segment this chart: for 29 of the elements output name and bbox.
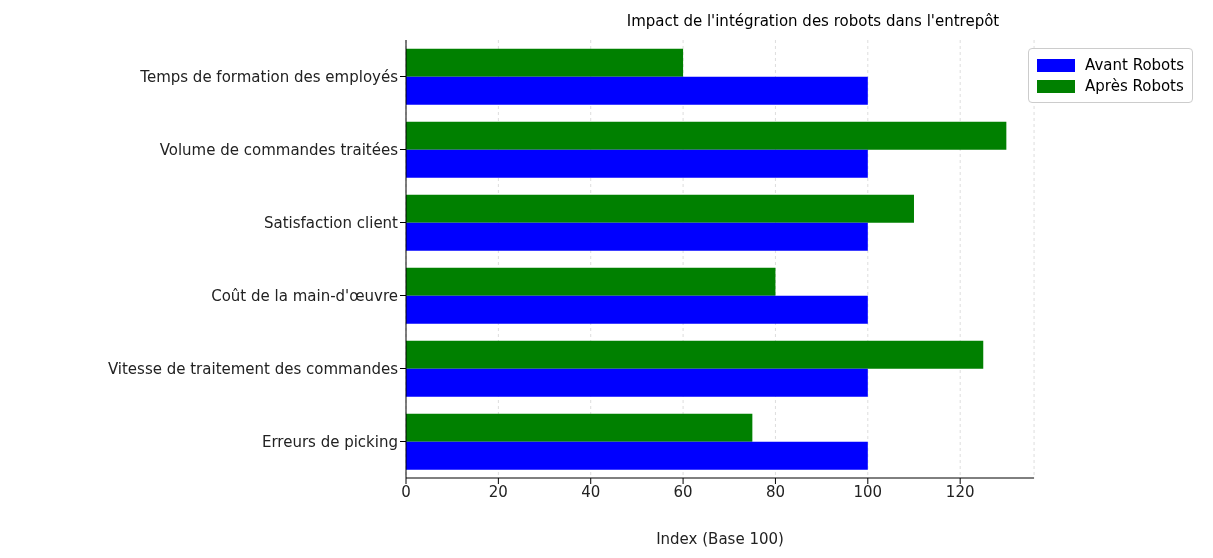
y-tick-label: Satisfaction client [264,213,399,232]
y-tick-label: Temps de formation des employés [139,67,399,86]
legend-label: Avant Robots [1085,56,1184,74]
bar [406,149,868,178]
bar [406,413,753,442]
x-tick-label: 120 [945,482,975,501]
y-tick-label: Vitesse de traitement des commandes [107,359,399,378]
legend-label: Après Robots [1085,77,1184,95]
bar [406,48,684,77]
x-tick-label: 100 [853,482,883,501]
chart-title: Impact de l'intégration des robots dans l'entrepôt [625,12,1001,30]
bar [406,222,868,251]
y-tick-label: Volume de commandes traitées [159,140,399,159]
bar [406,194,914,223]
bar [406,121,1007,150]
x-tick-label: 20 [488,482,508,501]
bar [406,368,868,397]
x-tick-label: 80 [765,482,785,501]
bar [406,76,868,105]
bar [406,340,984,369]
x-tick-label: 0 [401,482,411,501]
bar [406,441,868,470]
y-tick-label: Erreurs de picking [261,432,398,451]
x-tick-label: 40 [581,482,601,501]
bar [406,295,868,324]
y-tick-label: Coût de la main-d'œuvre [211,286,398,305]
x-tick-label: 60 [673,482,693,501]
bar [406,267,776,296]
x-axis-title: Index (Base 100) [656,530,784,548]
